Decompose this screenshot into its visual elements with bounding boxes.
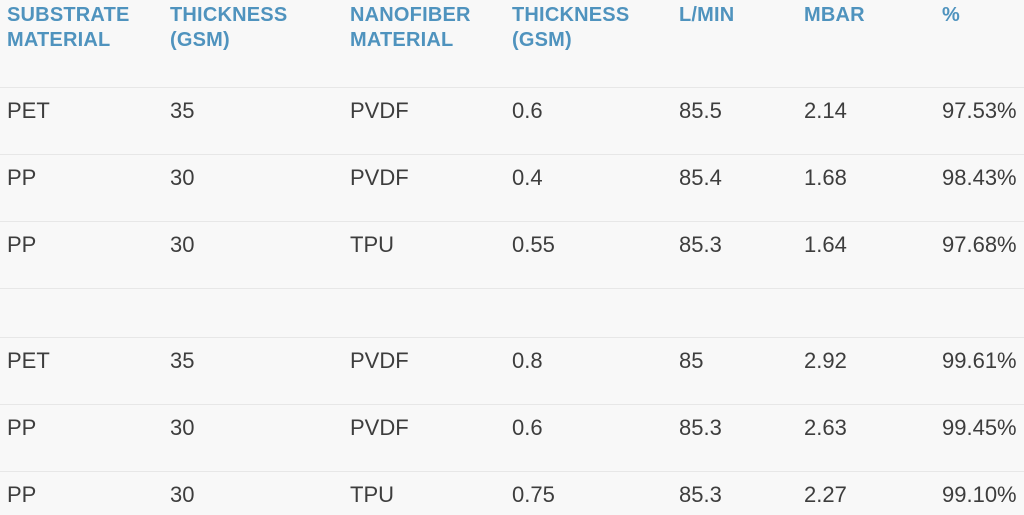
cell-substrate-material: PP <box>0 154 163 222</box>
cell-percent: 97.68% <box>935 221 1024 289</box>
cell-substrate-thickness: 30 <box>163 221 343 289</box>
cell-percent: 99.61% <box>935 337 1024 405</box>
cell-nanofiber-material: PVDF <box>343 154 505 222</box>
cell-l-min: 85.4 <box>672 154 797 222</box>
cell-nanofiber-thickness: 0.4 <box>505 154 672 222</box>
cell-nanofiber-thickness: 0.6 <box>505 404 672 472</box>
cell-nanofiber-material: TPU <box>343 221 505 289</box>
cell-nanofiber-material: PVDF <box>343 404 505 472</box>
header-percent: % <box>935 0 1024 88</box>
cell-l-min: 85.5 <box>672 87 797 155</box>
cell-percent: 98.43% <box>935 154 1024 222</box>
table-row: PP 30 PVDF 0.6 85.3 2.63 99.45% <box>0 404 1024 472</box>
cell-mbar: 2.27 <box>797 471 935 515</box>
cell-percent: 99.45% <box>935 404 1024 472</box>
cell-l-min: 85.3 <box>672 404 797 472</box>
cell-mbar: 1.68 <box>797 154 935 222</box>
cell-substrate-thickness: 30 <box>163 404 343 472</box>
cell-substrate-material: PP <box>0 471 163 515</box>
cell-mbar: 2.63 <box>797 404 935 472</box>
cell-substrate-material: PP <box>0 404 163 472</box>
cell-l-min: 85.3 <box>672 221 797 289</box>
cell-nanofiber-material: PVDF <box>343 337 505 405</box>
separator-cell <box>0 288 1024 338</box>
cell-mbar: 1.64 <box>797 221 935 289</box>
header-row: SUBSTRATE MATERIAL THICKNESS (GSM) NANOF… <box>0 0 1024 88</box>
header-nanofiber-thickness: THICKNESS (GSM) <box>505 0 672 88</box>
cell-nanofiber-material: TPU <box>343 471 505 515</box>
cell-substrate-thickness: 30 <box>163 471 343 515</box>
cell-nanofiber-thickness: 0.8 <box>505 337 672 405</box>
header-nanofiber-material: NANOFIBER MATERIAL <box>343 0 505 88</box>
cell-mbar: 2.92 <box>797 337 935 405</box>
cell-substrate-material: PET <box>0 337 163 405</box>
table-row: PP 30 PVDF 0.4 85.4 1.68 98.43% <box>0 154 1024 222</box>
table-row: PP 30 TPU 0.75 85.3 2.27 99.10% <box>0 471 1024 515</box>
cell-l-min: 85 <box>672 337 797 405</box>
cell-nanofiber-thickness: 0.55 <box>505 221 672 289</box>
cell-percent: 97.53% <box>935 87 1024 155</box>
header-mbar: MBAR <box>797 0 935 88</box>
cell-nanofiber-thickness: 0.75 <box>505 471 672 515</box>
header-substrate-material: SUBSTRATE MATERIAL <box>0 0 163 88</box>
separator-row <box>0 288 1024 338</box>
header-substrate-thickness: THICKNESS (GSM) <box>163 0 343 88</box>
cell-substrate-thickness: 35 <box>163 337 343 405</box>
cell-substrate-thickness: 30 <box>163 154 343 222</box>
cell-nanofiber-thickness: 0.6 <box>505 87 672 155</box>
table-row: PET 35 PVDF 0.6 85.5 2.14 97.53% <box>0 87 1024 155</box>
cell-mbar: 2.14 <box>797 87 935 155</box>
table-row: PET 35 PVDF 0.8 85 2.92 99.61% <box>0 337 1024 405</box>
cell-nanofiber-material: PVDF <box>343 87 505 155</box>
cell-percent: 99.10% <box>935 471 1024 515</box>
header-l-min: L/MIN <box>672 0 797 88</box>
cell-l-min: 85.3 <box>672 471 797 515</box>
cell-substrate-thickness: 35 <box>163 87 343 155</box>
cell-substrate-material: PP <box>0 221 163 289</box>
table-row: PP 30 TPU 0.55 85.3 1.64 97.68% <box>0 221 1024 289</box>
cell-substrate-material: PET <box>0 87 163 155</box>
